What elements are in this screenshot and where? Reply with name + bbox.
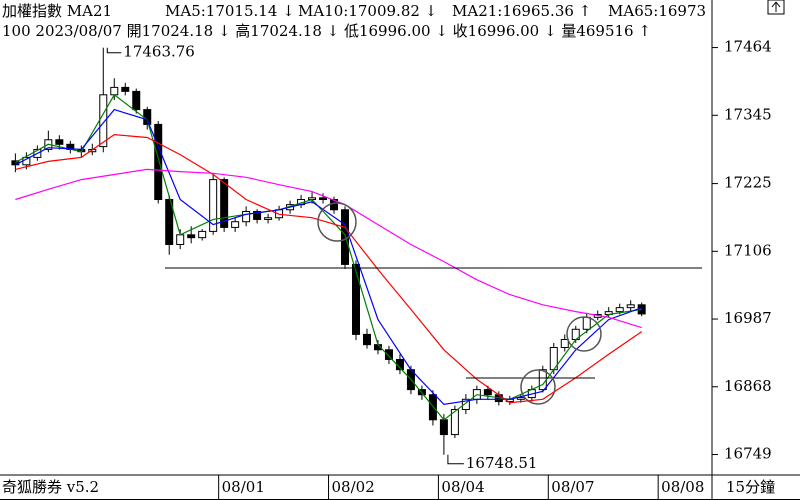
candle-body xyxy=(253,210,262,220)
candle-body xyxy=(187,234,196,239)
candle-body xyxy=(439,419,448,436)
x-tick-label: 08/02 xyxy=(332,478,375,496)
candle-body xyxy=(538,369,547,391)
period-label: 15分鐘 xyxy=(726,478,775,496)
ma-line xyxy=(15,108,642,406)
quote-info: 100 2023/08/07 開17024.18 ↓ 高17024.18 ↓ 低… xyxy=(2,22,651,40)
candle-body xyxy=(626,304,635,309)
y-tick-label: 16749 xyxy=(724,444,772,462)
ma-line xyxy=(15,133,643,404)
y-tick-label: 16868 xyxy=(724,377,772,395)
candle-body xyxy=(483,389,492,396)
x-tick-label: 08/04 xyxy=(441,478,484,496)
candle-body xyxy=(154,123,163,201)
y-tick-label: 17106 xyxy=(724,241,772,259)
footer-label: 奇狐勝券 v5.2 xyxy=(2,478,99,496)
candle-body xyxy=(264,217,273,220)
candle-body xyxy=(132,90,141,111)
candle-body xyxy=(55,139,64,145)
x-tick-label: 08/08 xyxy=(661,478,704,496)
y-tick-label: 17464 xyxy=(724,38,772,56)
candle-body xyxy=(615,307,624,313)
max-annotation: 17463.76 xyxy=(123,43,195,61)
candle-body xyxy=(461,398,470,411)
scroll-icon xyxy=(771,1,781,12)
legend-entry: MA21:16965.36 ↑ xyxy=(452,2,591,20)
candle-body xyxy=(516,397,525,400)
highlight-circle xyxy=(317,202,357,242)
y-tick-label: 16987 xyxy=(724,309,772,327)
candle-body xyxy=(582,316,591,330)
candle-body xyxy=(231,221,240,228)
candle-body xyxy=(165,199,174,245)
candle-body xyxy=(143,109,152,125)
y-tick-label: 17225 xyxy=(724,174,772,192)
candle-body xyxy=(198,230,207,239)
chart-title: 加權指數 MA21 xyxy=(2,2,112,20)
candle-body xyxy=(209,179,218,232)
annotation-leader xyxy=(447,454,464,465)
candle-body xyxy=(176,234,185,245)
ma-line xyxy=(15,168,642,329)
min-annotation: 16748.51 xyxy=(466,454,538,472)
candle-body xyxy=(352,263,360,335)
legend-entry: MA10:17009.82 ↓ xyxy=(298,2,437,20)
x-tick-label: 08/07 xyxy=(551,478,594,496)
candle-body xyxy=(560,339,569,348)
candle-body xyxy=(384,349,393,360)
legend-entry: MA5:17015.14 ↓ xyxy=(165,2,295,20)
candle-body xyxy=(362,333,371,346)
annotation-leader xyxy=(106,47,122,54)
highlight-circle xyxy=(566,316,602,352)
candle-body xyxy=(319,197,328,201)
candle-body xyxy=(242,210,251,223)
legend-entry: MA65:16973 xyxy=(608,2,706,20)
plot xyxy=(11,47,646,455)
candle-body xyxy=(121,86,130,92)
x-tick-label: 08/01 xyxy=(222,478,265,496)
ma-line xyxy=(15,93,642,421)
candle-body xyxy=(450,409,459,436)
y-tick-label: 17345 xyxy=(724,105,772,123)
highlight-circle xyxy=(520,369,556,405)
candle-body xyxy=(110,86,119,96)
candle-body xyxy=(220,179,229,228)
